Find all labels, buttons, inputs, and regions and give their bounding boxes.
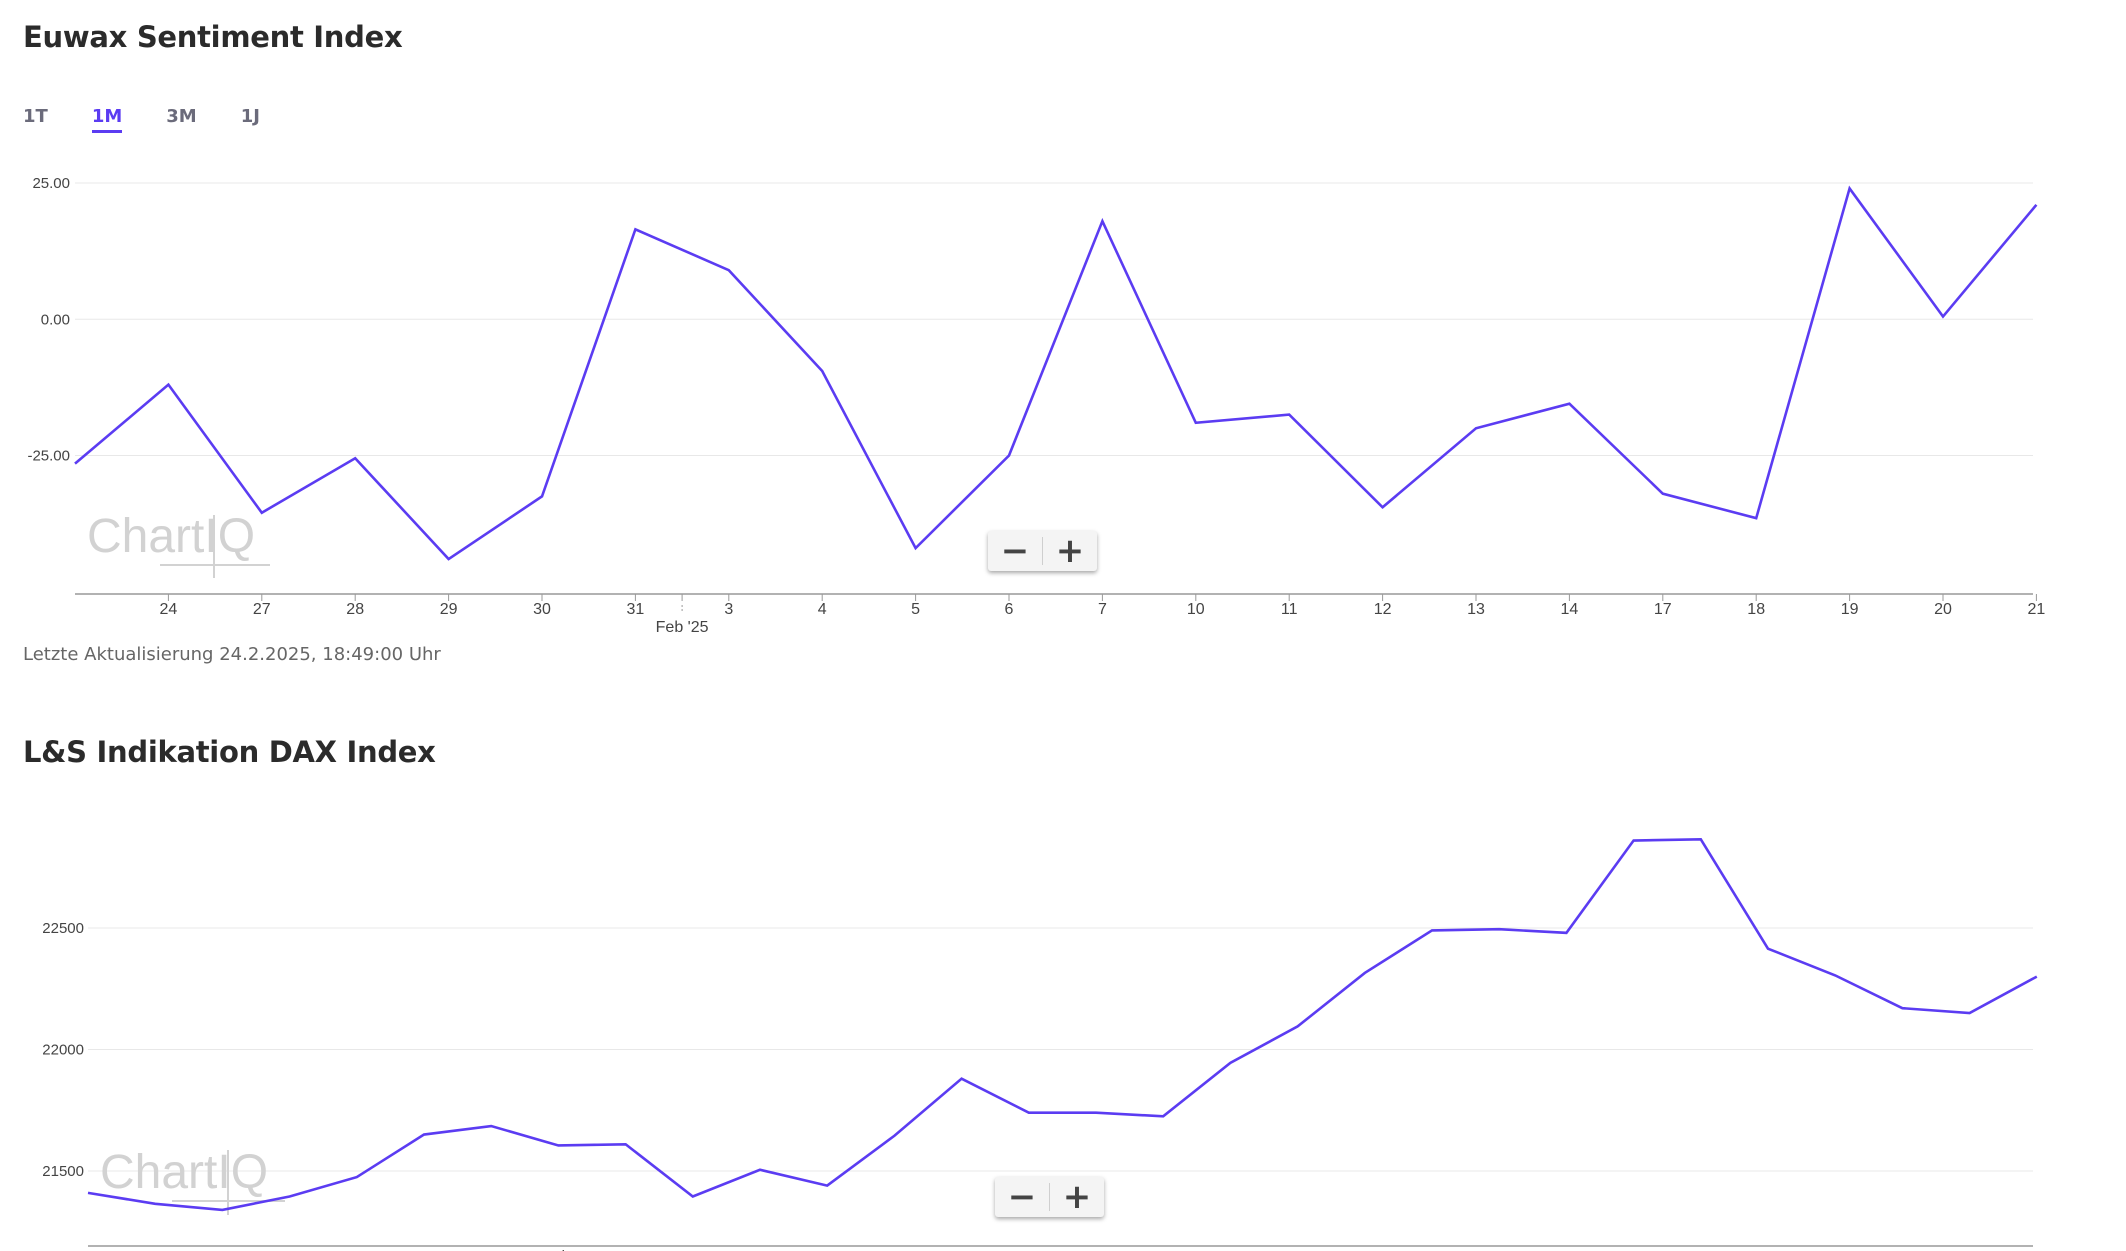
y-tick-label: 22000 xyxy=(42,1042,84,1059)
x-tick-label: 4 xyxy=(818,601,827,618)
x-tick-label: 12 xyxy=(1374,601,1392,618)
x-tick-label: 20 xyxy=(1934,601,1952,618)
zoom-in-button[interactable]: + xyxy=(1055,531,1085,571)
x-tick-label: 5 xyxy=(911,601,920,618)
last-update: Letzte Aktualisierung 24.2.2025, 18:49:0… xyxy=(23,644,441,665)
zoom-control: − + xyxy=(988,531,1097,571)
x-tick-label: 17 xyxy=(1654,601,1672,618)
x-tick-label: 11 xyxy=(1281,601,1298,618)
tab-3m[interactable]: 3M xyxy=(166,106,197,127)
x-tick-label: 7 xyxy=(1098,601,1107,618)
range-tabs: 1T 1M 3M 1J xyxy=(23,106,304,133)
zoom-out-button[interactable]: − xyxy=(1000,531,1030,571)
sentiment-chart[interactable]: 25.000.00-25.00 ChartIQ 24 27 28 29 30 31 3 4 5 6… xyxy=(0,150,2126,650)
x-tick-label: 19 xyxy=(1841,601,1859,618)
x-tick-label: 21 xyxy=(2028,601,2046,618)
x-tick-label: 30 xyxy=(533,601,551,618)
y-tick-label: 22500 xyxy=(42,920,84,937)
x-tick-label: 27 xyxy=(253,601,271,618)
sentiment-series-line xyxy=(74,185,2038,561)
dax-chart[interactable]: 22500 22000 21500 ChartIQ Feb xyxy=(0,780,2126,1251)
x-tick-label: 10 xyxy=(1187,601,1205,618)
chart-title: Euwax Sentiment Index xyxy=(23,20,403,54)
chart-title: L&S Indikation DAX Index xyxy=(23,735,436,769)
zoom-in-button[interactable]: + xyxy=(1062,1177,1092,1217)
y-tick-label: 25.00 xyxy=(32,175,70,192)
x-tick-label: 13 xyxy=(1467,601,1485,618)
zoom-out-button[interactable]: − xyxy=(1007,1177,1037,1217)
y-tick-label: 21500 xyxy=(42,1163,84,1180)
x-tick-label: 28 xyxy=(346,601,364,618)
x-tick-label: 18 xyxy=(1747,601,1765,618)
x-tick-label: 29 xyxy=(440,601,458,618)
chartiq-watermark: ChartIQ xyxy=(87,510,270,578)
x-tick-label: 6 xyxy=(1005,601,1014,618)
x-tick-label: 14 xyxy=(1561,601,1579,618)
tab-1t[interactable]: 1T xyxy=(23,106,48,127)
chartiq-watermark-text: ChartIQ xyxy=(100,1146,268,1199)
chartiq-watermark-text: ChartIQ xyxy=(87,510,255,563)
tab-1m[interactable]: 1M xyxy=(91,106,123,133)
dax-series-line xyxy=(87,837,2038,1212)
chartiq-watermark: ChartIQ xyxy=(100,1146,285,1215)
x-tick-label: 3 xyxy=(724,601,733,618)
zoom-control: − + xyxy=(995,1177,1104,1217)
tab-1j[interactable]: 1J xyxy=(240,106,260,127)
x-tick-label: 24 xyxy=(160,601,178,618)
month-label: Feb '25 xyxy=(656,619,709,636)
y-tick-label: 0.00 xyxy=(41,311,70,328)
month-label: Feb xyxy=(544,1248,570,1251)
x-tick-label: 31 xyxy=(627,601,645,618)
y-tick-label: -25.00 xyxy=(27,448,70,465)
